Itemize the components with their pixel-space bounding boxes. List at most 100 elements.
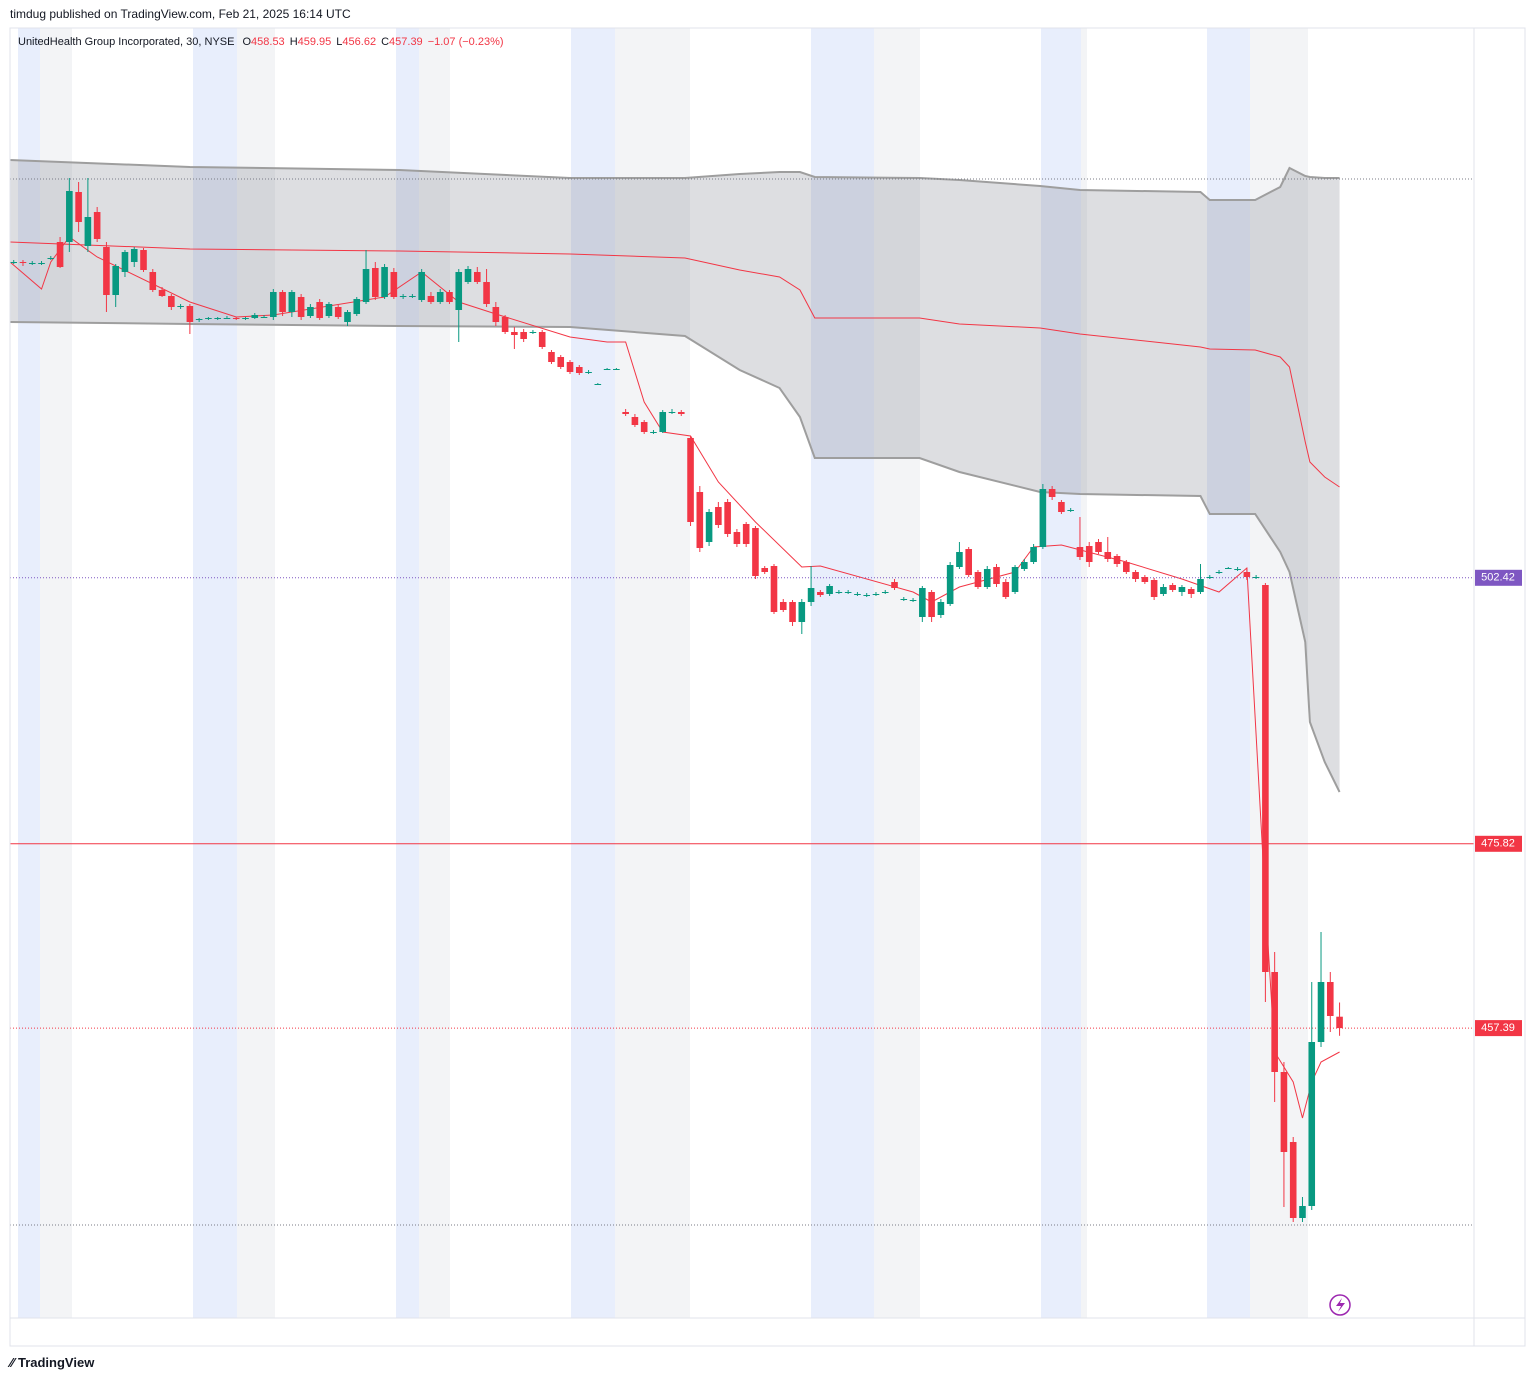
candle-body	[900, 599, 908, 600]
candle-body	[1076, 547, 1084, 557]
candle-body	[1317, 982, 1325, 1042]
candle-body	[1150, 580, 1158, 597]
band-fill	[10, 160, 1340, 792]
candle-body	[1234, 569, 1241, 570]
candle-body	[399, 296, 407, 297]
candle-body	[483, 282, 490, 304]
band-upper	[9, 159, 1340, 201]
candle-body	[1030, 547, 1037, 562]
candle-body	[1271, 972, 1278, 1072]
alert-icon[interactable]	[1329, 1294, 1351, 1316]
candle-body	[344, 312, 351, 322]
candle-body	[752, 528, 759, 576]
candle-body	[1169, 585, 1176, 590]
candle-body	[140, 250, 147, 270]
candle-body	[427, 296, 435, 302]
candle-body	[1067, 510, 1074, 511]
candle-body	[863, 595, 871, 596]
candle-body	[705, 512, 713, 542]
candle-body	[594, 384, 602, 385]
candle-body	[909, 600, 917, 601]
candle-body	[1113, 556, 1121, 564]
candle-body	[613, 369, 620, 370]
candle-body	[817, 592, 824, 595]
candle-body	[1141, 577, 1149, 582]
candle-body	[84, 217, 92, 246]
candle-body	[1132, 572, 1139, 579]
candle-body	[473, 272, 481, 282]
candle-body	[529, 332, 537, 333]
candle-body	[177, 306, 184, 307]
candle-body	[1002, 582, 1010, 597]
brand: ⁄⁄ TradingView	[10, 1355, 94, 1370]
candle-body	[1011, 567, 1019, 592]
candle-body	[260, 317, 268, 318]
candle-body	[149, 272, 157, 290]
candle-body	[1289, 1142, 1297, 1218]
candle-body	[501, 317, 509, 332]
candle-body	[677, 412, 685, 414]
candle-body	[66, 191, 73, 242]
candle-body	[650, 432, 657, 433]
frame	[9, 27, 1526, 1347]
candle-body	[446, 292, 453, 302]
candle-body	[270, 292, 277, 317]
candle-body	[362, 269, 370, 302]
candle-body	[956, 552, 963, 567]
candle-body	[1336, 1016, 1343, 1029]
candle-body	[242, 318, 249, 319]
candle-body	[1104, 552, 1112, 559]
symbol: UnitedHealth Group Incorporated, 30, NYS…	[18, 36, 234, 48]
ohlc-value: 456.62	[342, 36, 376, 48]
candle-body	[103, 247, 110, 295]
candle-body	[1039, 489, 1047, 547]
candle-body	[1262, 585, 1269, 972]
candle-body	[409, 296, 416, 297]
candle-body	[112, 266, 119, 295]
brand-mark: ⁄⁄	[10, 1355, 18, 1370]
candle-body	[279, 292, 286, 312]
candle-body	[640, 422, 648, 432]
candle-body	[854, 594, 861, 595]
candle-body	[807, 588, 815, 602]
candle-body	[1123, 562, 1130, 572]
candle-body	[779, 602, 787, 610]
candle-body	[937, 602, 945, 615]
candle-body	[715, 507, 722, 525]
price-label-bg	[1475, 569, 1522, 586]
candle-body	[1160, 587, 1167, 594]
candle-body	[1178, 587, 1186, 592]
candle-body	[687, 438, 694, 522]
alert-icon-bolt	[1336, 1298, 1345, 1312]
candle-body	[223, 318, 231, 319]
price-label-bg	[1475, 1020, 1522, 1037]
candle-body	[381, 267, 388, 297]
candle-body	[1206, 577, 1214, 578]
candle-body	[1085, 546, 1093, 562]
candle-body	[668, 412, 676, 413]
candle-body	[1225, 568, 1232, 569]
ohlc-value: 459.95	[298, 36, 332, 48]
candle-body	[297, 297, 305, 317]
candle-body	[1299, 1206, 1306, 1218]
candle-body	[1048, 489, 1056, 497]
candle-body	[919, 588, 926, 617]
ohlc-key: O	[242, 36, 251, 48]
candle-body	[557, 357, 565, 367]
candle-body	[121, 252, 129, 272]
candle-body	[631, 417, 639, 425]
candle-body	[659, 412, 667, 432]
candle-body	[724, 502, 731, 534]
candle-body	[1187, 589, 1195, 594]
candle-body	[965, 549, 972, 575]
candle-body	[1021, 562, 1028, 569]
candle-body	[761, 568, 769, 572]
candle-body	[1326, 982, 1334, 1016]
candle-body	[316, 302, 323, 318]
candle-body	[520, 332, 527, 339]
candle-body	[891, 582, 898, 588]
ohlc-key: C	[381, 36, 389, 48]
candle-body	[158, 290, 166, 296]
band-middle	[9, 241, 1340, 488]
